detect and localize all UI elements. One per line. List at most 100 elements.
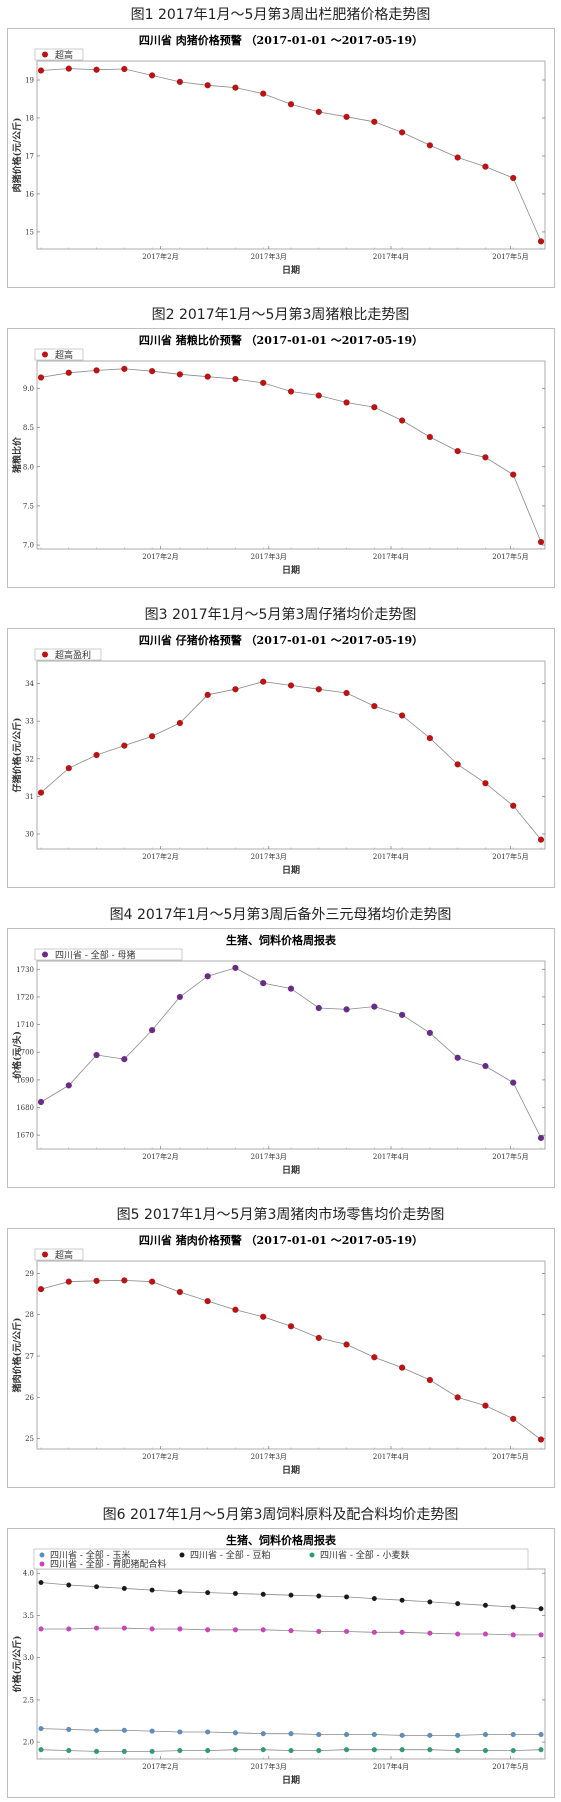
legend-label: 四川省 - 全部 - 玉米 [50,1549,131,1561]
data-point [232,1590,239,1597]
data-point [399,1747,405,1753]
data-point [121,742,128,749]
data-point [93,66,100,73]
chart-title: 四川省 肉猪价格预警 （2017-01-01 ～2017-05-19） [139,33,423,47]
data-point [205,1729,211,1735]
data-point [454,154,461,161]
legend-label: 超高 [55,349,73,361]
data-point [93,367,100,374]
y-axis-label: 价格(元/公斤) [11,1636,23,1693]
data-point [482,163,489,170]
data-point [121,1055,128,1063]
data-point [176,719,184,727]
data-point [398,712,406,719]
data-point [260,1313,267,1320]
legend-marker [39,1561,45,1567]
x-tick-label: 2017年5月 [492,852,528,861]
data-point [315,392,322,399]
y-tick-label: 1690 [16,1076,34,1084]
y-axis-label: 价格(元/头) [11,1031,23,1079]
x-tick-label: 2017年4月 [373,1152,409,1161]
data-point [121,65,128,73]
y-tick-label: 7.0 [23,542,34,550]
y-tick-label: 7.5 [23,502,34,510]
y-tick-label: 2.0 [23,1739,34,1747]
x-tick-label: 2017年2月 [142,1152,178,1161]
legend-marker [42,951,48,958]
y-tick-label: 33 [25,718,34,726]
data-point [426,142,434,149]
chart-frame: 四川省 肉猪价格预警 （2017-01-01 ～2017-05-19） 15 16 1… [7,28,555,288]
data-point [455,1747,461,1754]
data-point [316,1593,322,1599]
x-tick-label: 2017年5月 [492,1452,528,1461]
data-point [510,1731,516,1738]
data-point [66,1582,72,1588]
x-tick-label: 2017年3月 [251,1152,287,1161]
data-point [315,686,322,693]
y-tick-label: 2.5 [23,1696,34,1704]
data-point [65,1082,72,1089]
chart-svg: 四川省 肉猪价格预警 （2017-01-01 ～2017-05-19） 15 16 1… [11,33,546,276]
data-point [232,686,239,693]
data-point [288,1731,294,1737]
data-point [343,1006,350,1013]
chart-svg: 生猪、饲料价格周报表 2.0 2.5 3.0 3.5 4.0 2017年2月 2017年3月 2… [11,1533,546,1786]
y-tick-label: 18 [25,114,34,122]
y-tick-label: 3.5 [23,1612,34,1620]
data-point [176,78,184,86]
data-point [205,1590,211,1596]
data-point [260,90,267,97]
data-point [37,1285,45,1293]
y-tick-label: 34 [25,680,34,688]
y-axis-label: 仔猪价格(元/公斤) [11,718,23,793]
data-point [398,1011,406,1019]
data-point [343,689,350,697]
data-point [204,373,211,380]
data-point [204,82,211,89]
legend-label: 四川省 - 全部 - 母猪 [55,949,136,961]
data-point [38,1747,44,1753]
x-axis-label: 日期 [282,1774,300,1786]
x-tick-label: 2017年2月 [142,1452,178,1461]
data-point [38,1626,44,1632]
data-point [260,979,267,987]
data-point [93,1748,100,1755]
data-point [65,65,72,72]
legend-marker [42,1251,48,1258]
data-point [177,1626,183,1632]
data-point [148,72,156,79]
x-tick-label: 2017年2月 [142,1762,178,1771]
data-point [287,985,295,992]
data-point [398,1364,406,1371]
data-point [482,1062,489,1070]
data-point [93,1584,100,1590]
legend-marker [309,1552,315,1558]
data-point [37,67,45,74]
x-tick-label: 2017年3月 [251,552,287,561]
data-point [454,761,461,768]
x-tick-label: 2017年5月 [492,1762,528,1771]
chart-svg: 四川省 猪粮比价预警 （2017-01-01 ～2017-05-19） 7.0 7.… [11,333,546,576]
data-point [37,1098,45,1106]
chart-title: 四川省 猪肉价格预警 （2017-01-01 ～2017-05-19） [139,1233,423,1247]
data-point [398,129,406,136]
y-tick-label: 15 [25,228,34,236]
data-point [38,1579,44,1586]
data-point [537,1436,545,1443]
data-point [315,108,322,116]
chart-title: 生猪、饲料价格周报表 [226,933,337,947]
chart-frame: 四川省 猪肉价格预警 （2017-01-01 ～2017-05-19） 25 26 2… [7,1228,555,1488]
y-tick-label: 1710 [16,1021,34,1029]
plot-area [36,60,546,250]
data-point [38,1726,44,1732]
data-point [426,1029,434,1037]
data-point [343,399,350,406]
data-point [260,1731,266,1737]
x-tick-label: 2017年3月 [251,1452,287,1461]
data-point [232,84,239,91]
data-point [482,1402,489,1409]
figure-caption: 图3 2017年1月～5月第3周仔猪均价走势图 [144,607,417,623]
data-point [510,1632,516,1638]
data-point [287,101,295,108]
